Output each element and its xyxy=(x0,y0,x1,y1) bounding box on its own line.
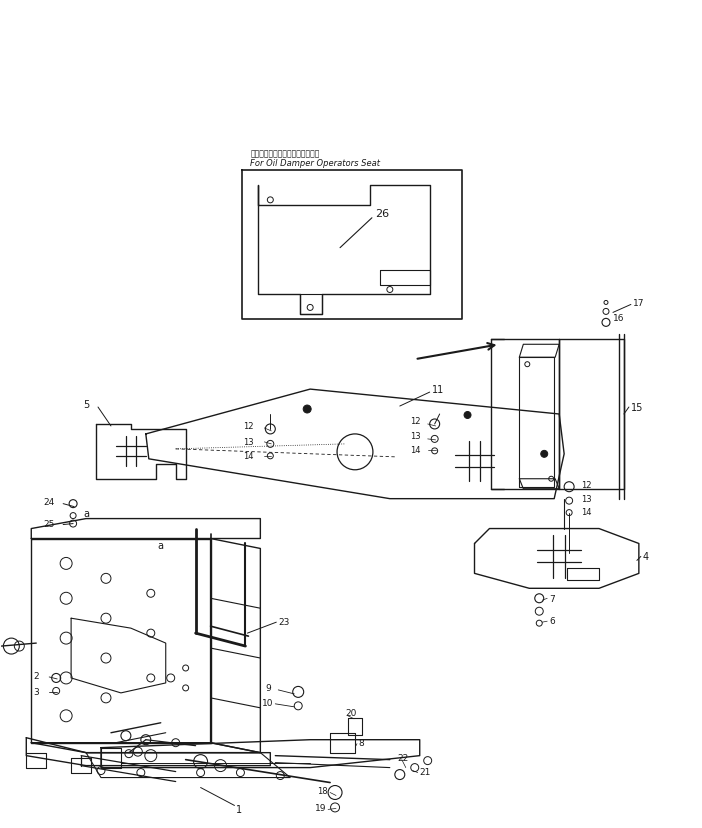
Text: For Oil Damper Operators Seat: For Oil Damper Operators Seat xyxy=(251,159,380,168)
Text: 13: 13 xyxy=(581,494,592,503)
Text: 12: 12 xyxy=(244,422,254,431)
Text: 16: 16 xyxy=(613,314,625,322)
Text: 1: 1 xyxy=(235,805,241,815)
Text: 9: 9 xyxy=(265,684,271,692)
Text: 17: 17 xyxy=(633,299,644,307)
Text: 12: 12 xyxy=(581,480,592,489)
Text: 5: 5 xyxy=(83,400,89,410)
Circle shape xyxy=(303,406,311,413)
Text: 7: 7 xyxy=(549,594,555,603)
Text: 4: 4 xyxy=(643,551,649,561)
Text: 14: 14 xyxy=(581,508,592,517)
Text: a: a xyxy=(83,508,89,518)
Text: 19: 19 xyxy=(315,803,326,812)
Text: 20: 20 xyxy=(345,709,357,717)
Text: 13: 13 xyxy=(410,432,420,440)
Text: 6: 6 xyxy=(549,616,555,625)
Text: 13: 13 xyxy=(244,438,254,447)
Text: 18: 18 xyxy=(317,786,328,795)
Text: 15: 15 xyxy=(631,402,643,412)
Text: 3: 3 xyxy=(33,687,39,696)
Text: 8: 8 xyxy=(358,739,364,748)
Text: 25: 25 xyxy=(44,519,55,528)
Text: 21: 21 xyxy=(420,768,431,776)
Text: 23: 23 xyxy=(278,617,290,626)
Circle shape xyxy=(541,450,548,458)
Text: 14: 14 xyxy=(244,452,254,460)
Text: 12: 12 xyxy=(410,417,420,426)
Text: 11: 11 xyxy=(432,385,444,395)
Circle shape xyxy=(464,412,471,419)
Text: a: a xyxy=(158,541,164,551)
Text: 24: 24 xyxy=(44,498,55,507)
Text: 26: 26 xyxy=(375,209,389,219)
Text: オイルダンパオペレータシート用: オイルダンパオペレータシート用 xyxy=(251,149,320,158)
Text: 14: 14 xyxy=(410,445,420,455)
Text: 10: 10 xyxy=(263,699,274,707)
Text: 2: 2 xyxy=(33,672,39,681)
Text: 22: 22 xyxy=(398,753,409,763)
